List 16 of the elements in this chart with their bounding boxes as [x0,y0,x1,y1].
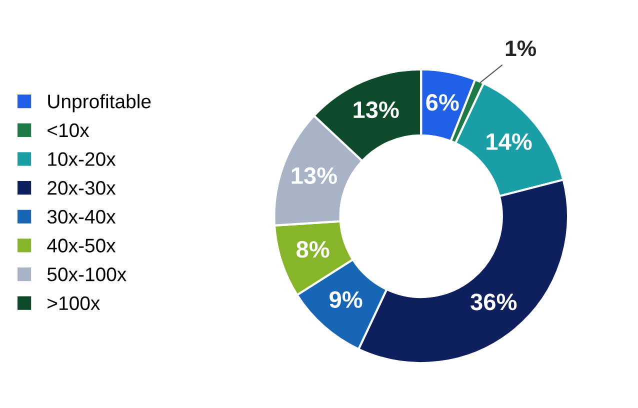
legend-label: 40x-50x [47,238,116,252]
data-label: 1% [506,40,536,56]
legend-label: Unprofitable [48,94,151,112]
data-label: 13% [354,101,399,118]
data-label: 13% [292,167,337,184]
data-label: 9% [330,291,362,308]
data-label: 8% [296,241,330,258]
legend-label: <10x [48,123,90,138]
legend-label: 50x-100x [47,268,126,282]
data-label: 36% [470,294,517,310]
legend-label: 10x-20x [48,152,116,166]
data-label: 6% [426,94,459,111]
legend-label: 30x-40x [47,210,116,224]
data-label: 14% [486,133,532,150]
legend-label: 20x-30x [48,181,116,195]
legend-label: >100x [48,296,100,310]
